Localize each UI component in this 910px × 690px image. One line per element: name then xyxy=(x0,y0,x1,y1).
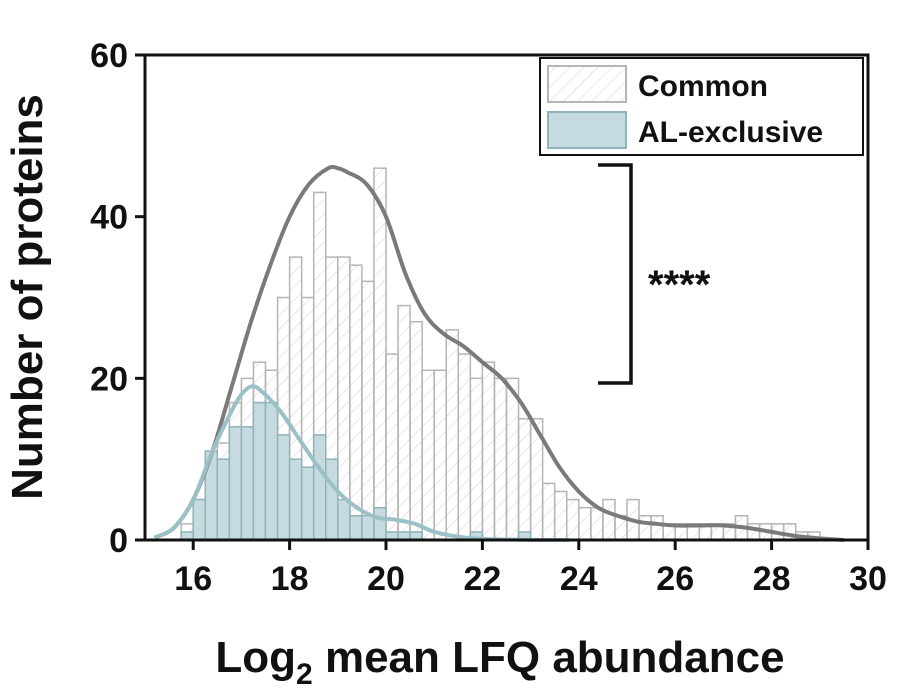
bar-common-27 xyxy=(505,377,520,541)
legend-swatch-common xyxy=(547,65,627,103)
x-tick-label-30: 30 xyxy=(849,560,887,598)
bar-al-exclusive-12 xyxy=(325,458,339,541)
x-axis-title: Log2 mean LFQ abundance xyxy=(215,633,784,690)
y-tick-label-40: 40 xyxy=(90,199,128,237)
bar-common-38 xyxy=(638,515,652,541)
bar-common-25 xyxy=(481,361,496,541)
bar-al-exclusive-15 xyxy=(361,515,375,541)
bar-al-exclusive-3 xyxy=(216,458,231,541)
x-axis-title-subscript: 2 xyxy=(296,658,313,690)
bar-common-16 xyxy=(373,167,387,541)
y-axis: 0 20 40 60 xyxy=(90,37,145,560)
bar-al-exclusive-1 xyxy=(192,498,206,541)
bar-al-exclusive-11 xyxy=(312,434,327,541)
bar-al-exclusive-16 xyxy=(373,506,387,541)
bar-common-14 xyxy=(349,264,363,541)
bar-common-15 xyxy=(361,280,375,541)
legend-label-common: Common xyxy=(638,70,768,103)
bar-al-exclusive-6 xyxy=(252,401,267,541)
bar-common-19 xyxy=(409,321,423,541)
legend-label-al-exclusive: AL-exclusive xyxy=(638,116,823,149)
y-tick-label-20: 20 xyxy=(90,360,128,398)
bar-al-exclusive-10 xyxy=(300,466,315,541)
plot-frame xyxy=(143,53,870,542)
bar-al-exclusive-14 xyxy=(349,515,363,541)
bar-common-32 xyxy=(566,498,580,541)
bar-al-exclusive-4 xyxy=(228,426,243,541)
bar-common-20 xyxy=(421,369,435,541)
y-tick-label-0: 0 xyxy=(109,522,128,560)
bar-common-39 xyxy=(650,515,664,541)
significance-label: **** xyxy=(648,263,711,307)
bar-common-24 xyxy=(469,377,484,541)
significance-bracket xyxy=(598,163,633,385)
x-tick-label-18: 18 xyxy=(271,560,309,598)
bar-common-22 xyxy=(445,329,460,541)
legend: Common AL-exclusive xyxy=(539,57,864,156)
y-axis-title: Number of proteins xyxy=(3,94,52,500)
bar-common-33 xyxy=(578,506,592,541)
x-axis: 16 18 20 22 24 26 28 30 xyxy=(174,540,887,598)
bar-al-exclusive-5 xyxy=(240,426,255,541)
x-tick-label-16: 16 xyxy=(174,560,212,598)
x-tick-label-24: 24 xyxy=(560,560,598,598)
x-tick-label-20: 20 xyxy=(367,560,405,598)
x-axis-title-main: Log xyxy=(215,633,296,682)
bar-common-23 xyxy=(457,353,472,541)
bar-common-31 xyxy=(553,490,568,541)
x-tick-label-26: 26 xyxy=(656,560,694,598)
bar-common-34 xyxy=(590,506,604,541)
bar-common-18 xyxy=(397,304,411,541)
x-axis-title-rest: mean LFQ abundance xyxy=(313,633,785,682)
y-tick-label-60: 60 xyxy=(90,37,128,75)
x-tick-label-28: 28 xyxy=(753,560,791,598)
common-density-curve xyxy=(153,164,845,542)
x-tick-label-22: 22 xyxy=(463,560,501,598)
bar-common-26 xyxy=(493,377,508,541)
bar-common-21 xyxy=(433,369,448,541)
bar-al-exclusive-7 xyxy=(264,401,279,541)
bar-al-exclusive-8 xyxy=(276,434,291,541)
bar-common-35 xyxy=(602,498,616,541)
bar-al-exclusive-9 xyxy=(288,458,303,541)
bar-common-17 xyxy=(385,353,399,541)
al-exclusive-bars xyxy=(180,401,532,541)
bar-common-28 xyxy=(517,418,532,541)
bar-al-exclusive-13 xyxy=(337,498,351,541)
bar-common-30 xyxy=(541,482,556,541)
legend-swatch-al-exclusive xyxy=(547,111,627,149)
